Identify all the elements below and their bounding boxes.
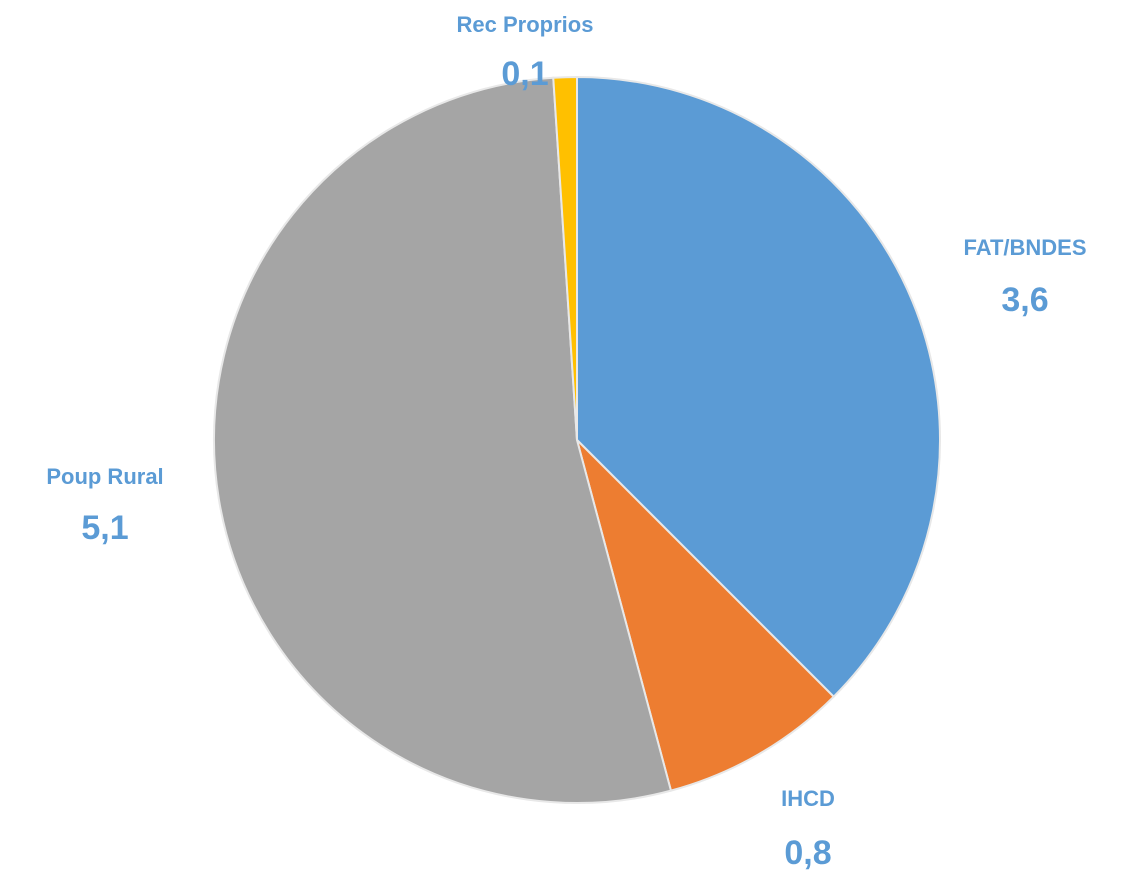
category-label: FAT/BNDES	[963, 235, 1086, 260]
value-label: 0,8	[784, 834, 831, 872]
value-label: 5,1	[81, 509, 128, 547]
category-label: Rec Proprios	[457, 12, 594, 37]
value-label: 0,1	[501, 55, 548, 93]
pie-slice	[213, 76, 673, 804]
pie-slice	[576, 75, 942, 699]
pie-slice	[575, 436, 836, 792]
category-label: Poup Rural	[46, 464, 163, 489]
category-label: IHCD	[781, 786, 835, 811]
value-label: 3,6	[1001, 281, 1048, 319]
pie-slice	[552, 75, 578, 441]
